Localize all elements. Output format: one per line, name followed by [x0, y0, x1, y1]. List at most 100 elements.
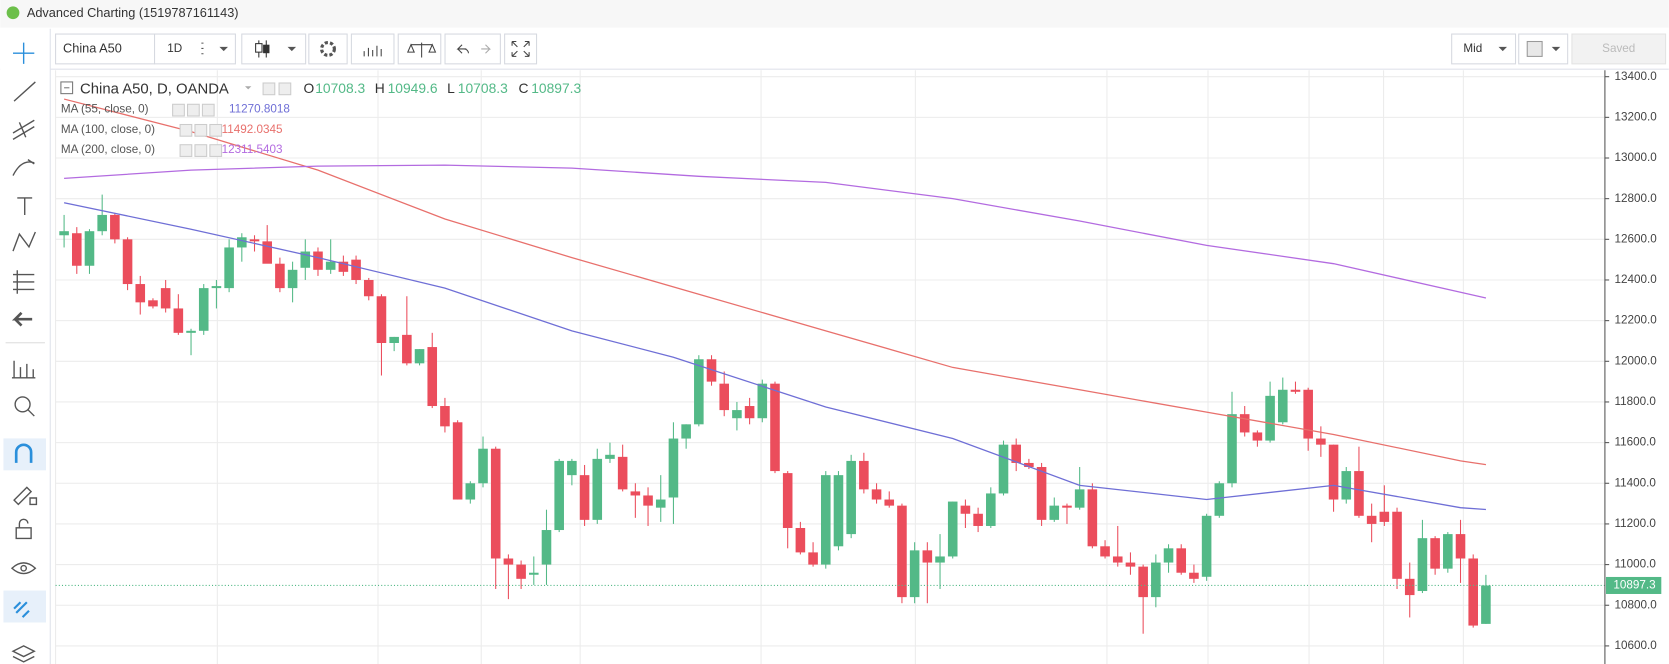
candle-body — [110, 214, 120, 240]
candle-body — [478, 448, 488, 484]
candle-body — [1379, 511, 1390, 522]
dropdown[interactable] — [244, 86, 252, 90]
indicator-value: 11492.0345 — [222, 123, 283, 136]
magnet-tool[interactable] — [14, 443, 33, 463]
price-type-label[interactable]: Mid — [1463, 42, 1482, 55]
candle-body — [973, 513, 983, 526]
candle-body — [389, 336, 399, 344]
zoom-tool[interactable] — [14, 396, 31, 413]
candle-body — [605, 454, 615, 459]
text-tool[interactable] — [17, 197, 33, 215]
pattern-tool[interactable] — [12, 231, 36, 252]
y-tick-label: 12000.0 — [1614, 354, 1657, 367]
undo-icon[interactable] — [456, 44, 469, 54]
y-tick-label: 11200.0 — [1614, 517, 1656, 530]
candle-body — [1087, 489, 1098, 547]
candle-body — [262, 241, 272, 264]
candle-body — [1125, 562, 1136, 567]
candle-body — [960, 505, 971, 514]
candle-body — [719, 383, 730, 411]
scale-icon[interactable] — [406, 42, 437, 58]
candle-body — [554, 460, 564, 531]
candle-body — [1443, 534, 1453, 569]
indicators-button[interactable] — [350, 33, 395, 65]
candle-body — [1100, 546, 1110, 557]
chart-title: China A50, D, OANDA — [80, 81, 229, 97]
gear-icon[interactable] — [320, 40, 336, 57]
moving-average — [63, 202, 1486, 511]
collapse-tool[interactable] — [11, 311, 33, 327]
interval[interactable]: 1D — [167, 42, 182, 55]
candle-body — [1214, 483, 1225, 516]
candle-body — [795, 527, 806, 553]
brush-tool[interactable] — [12, 159, 35, 176]
color-swatch[interactable] — [1526, 40, 1543, 57]
lock-tool[interactable] — [15, 518, 32, 540]
save-label[interactable]: Saved — [1602, 42, 1635, 55]
y-tick-label: 11800.0 — [1614, 395, 1656, 408]
dropdown[interactable] — [1498, 46, 1508, 52]
candle-body — [1112, 556, 1123, 563]
candle-body — [1417, 538, 1428, 592]
color-picker[interactable] — [1518, 33, 1569, 65]
candle-body — [1163, 548, 1174, 563]
indicator-control — [186, 103, 200, 117]
candle-body — [1151, 562, 1161, 598]
crosshair-tool[interactable] — [13, 42, 35, 64]
candle-body — [833, 475, 844, 547]
fullscreen-icon[interactable] — [511, 40, 530, 57]
candle-body — [567, 460, 577, 476]
candle-icon-body — [263, 44, 270, 54]
undo-redo[interactable] — [444, 33, 501, 65]
indicator-name: MA (100, close, 0) — [61, 123, 155, 136]
window-title: Advanced Charting (1519787161143) — [27, 5, 239, 20]
measure-tool[interactable] — [11, 360, 36, 379]
price-type[interactable] — [1451, 33, 1517, 65]
candle-body — [237, 237, 247, 248]
redo-icon[interactable] — [481, 44, 492, 54]
visibility-tool[interactable] — [10, 562, 37, 575]
candle-body — [71, 233, 82, 266]
candle-body — [1303, 389, 1313, 439]
dropdown[interactable] — [219, 46, 228, 52]
stay-drawing-tool[interactable] — [13, 486, 38, 506]
symbol-box[interactable] — [55, 33, 156, 65]
link-tool[interactable] — [13, 601, 30, 618]
candle-body — [998, 444, 1009, 494]
trend-line-tool[interactable] — [13, 81, 36, 102]
candle-body — [313, 251, 323, 270]
dropdown[interactable] — [1551, 46, 1561, 52]
candle-body — [681, 424, 691, 439]
save-button[interactable] — [1571, 33, 1667, 65]
indicator-control — [179, 123, 193, 137]
legend-eye[interactable] — [262, 82, 276, 96]
candle-body — [1290, 389, 1301, 392]
fullscreen-button[interactable] — [504, 33, 538, 65]
symbol[interactable]: China A50 — [63, 40, 122, 55]
zoom-tool-handle[interactable] — [27, 409, 35, 417]
candle-body — [1404, 578, 1415, 596]
dropdown[interactable] — [287, 46, 297, 52]
candle-body — [820, 475, 831, 565]
y-tick-label: 13200.0 — [1614, 110, 1657, 123]
candle-body — [1481, 585, 1491, 624]
layers-tool[interactable] — [11, 645, 36, 663]
candle-body — [351, 259, 361, 280]
chart-type[interactable] — [241, 33, 307, 65]
candle-body — [122, 239, 133, 285]
fib-tool[interactable] — [12, 119, 35, 140]
candle-body — [630, 491, 641, 496]
candle-body — [694, 359, 704, 425]
settings-button[interactable] — [308, 33, 348, 65]
indicator-icon[interactable] — [363, 45, 382, 57]
candle-body — [1455, 534, 1466, 559]
legend-settings[interactable] — [278, 82, 292, 96]
prediction-tool[interactable] — [13, 270, 35, 294]
candle-body — [1328, 444, 1339, 500]
candle-body — [275, 263, 285, 289]
y-tick-label: 12800.0 — [1614, 192, 1657, 205]
candle-body — [935, 556, 945, 563]
candle-body — [224, 247, 234, 289]
candle-body — [427, 347, 438, 407]
candle-body — [1392, 511, 1402, 579]
